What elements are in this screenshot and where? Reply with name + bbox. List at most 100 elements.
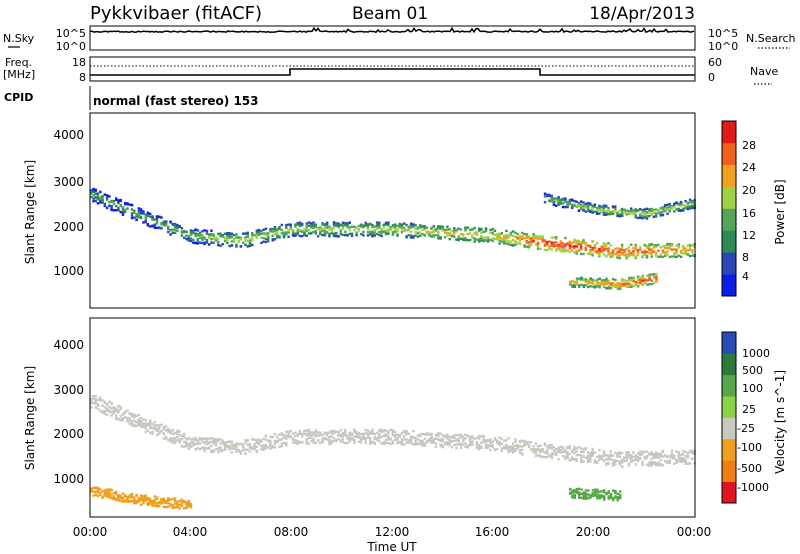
heatmap-cell [339, 429, 342, 432]
heatmap-cell [643, 456, 646, 459]
heatmap-cell [323, 229, 327, 233]
heatmap-cell [339, 439, 342, 442]
heatmap-cell [586, 459, 590, 462]
heatmap-cell [591, 211, 594, 214]
heatmap-cell [650, 464, 653, 467]
heatmap-cell [255, 229, 258, 232]
heatmap-cell [577, 248, 581, 251]
heatmap-cell [246, 439, 249, 442]
heatmap-cell [160, 497, 163, 501]
heatmap-cell [496, 442, 499, 445]
heatmap-cell [90, 489, 93, 492]
heatmap-cell [507, 240, 510, 243]
heatmap-cell [280, 232, 283, 235]
heatmap-cell [448, 435, 451, 438]
heatmap-cell [387, 221, 390, 224]
heatmap-cell [90, 487, 93, 490]
heatmap-cell [210, 229, 213, 232]
heatmap-cell [618, 452, 621, 455]
heatmap-cell [339, 224, 342, 227]
heatmap-cell [267, 446, 270, 449]
heatmap-cell [124, 203, 127, 206]
heatmap-cell [382, 434, 386, 437]
heatmap-cell [512, 445, 515, 448]
heatmap-cell [310, 439, 313, 443]
heatmap-cell [153, 223, 156, 227]
heatmap-cell [219, 438, 222, 441]
heatmap-cell [548, 245, 551, 249]
heatmap-cell [645, 463, 649, 466]
heatmap-cell [253, 444, 256, 447]
heatmap-cell [666, 461, 669, 465]
heatmap-cell [121, 206, 125, 209]
vel-ytick-4000: 4000 [53, 338, 84, 352]
heatmap-cell [571, 489, 574, 492]
heatmap-cell [344, 233, 347, 237]
heatmap-cell [484, 230, 488, 233]
heatmap-cell [666, 203, 669, 207]
heatmap-cell [151, 423, 154, 426]
heatmap-cell [321, 439, 324, 443]
heatmap-cell [194, 438, 197, 441]
heatmap-cell [580, 252, 583, 256]
heatmap-cell [691, 452, 694, 455]
heatmap-cell [634, 243, 637, 247]
heatmap-cell [462, 437, 465, 441]
heatmap-cell [289, 223, 292, 226]
heatmap-cell [117, 405, 120, 408]
heatmap-cell [285, 437, 288, 440]
heatmap-cell [223, 446, 227, 449]
heatmap-cell [575, 450, 578, 453]
heatmap-cell [484, 440, 488, 443]
heatmap-cell [285, 434, 288, 437]
heatmap-cell [167, 230, 170, 234]
heatmap-cell [214, 439, 218, 443]
heatmap-cell [468, 441, 472, 444]
heatmap-cell [464, 238, 467, 242]
heatmap-cell [516, 447, 519, 450]
heatmap-cell [603, 491, 606, 494]
heatmap-cell [518, 239, 522, 242]
heatmap-cell [355, 433, 358, 436]
heatmap-cell [607, 490, 610, 493]
heatmap-cell [539, 455, 542, 458]
heatmap-cell [155, 216, 159, 220]
heatmap-cell [632, 451, 635, 454]
heatmap-cell [414, 231, 417, 234]
heatmap-cell [568, 243, 572, 246]
heatmap-cell [536, 241, 540, 245]
heatmap-cell [462, 237, 465, 241]
heatmap-cell [151, 218, 154, 221]
heatmap-cell [673, 462, 676, 465]
heatmap-cell [616, 496, 619, 499]
heatmap-cell [630, 279, 633, 282]
heatmap-cell [500, 442, 503, 446]
heatmap-cell [180, 234, 184, 237]
heatmap-cell [500, 237, 503, 240]
heatmap-cell [319, 232, 322, 236]
heatmap-cell [110, 493, 113, 496]
heatmap-cell [446, 443, 449, 446]
heatmap-cell [198, 438, 202, 441]
heatmap-cell [287, 433, 290, 437]
heatmap-cell [128, 411, 131, 415]
heatmap-cell [246, 245, 249, 248]
heatmap-cell [641, 208, 644, 212]
heatmap-cell [507, 234, 510, 237]
heatmap-cell [482, 230, 485, 234]
heatmap-cell [105, 194, 109, 197]
heatmap-cell [484, 442, 488, 446]
heatmap-cell [130, 412, 134, 416]
colorbar-swatch [722, 142, 736, 166]
heatmap-cell [598, 456, 601, 459]
heatmap-cell [566, 203, 569, 207]
heatmap-cell [314, 223, 317, 226]
heatmap-cell [94, 188, 97, 191]
heatmap-cell [285, 226, 288, 229]
heatmap-cell [389, 428, 392, 431]
heatmap-cell [598, 282, 601, 285]
heatmap-cell [251, 446, 254, 449]
heatmap-cell [578, 492, 581, 495]
heatmap-cell [625, 285, 629, 288]
heatmap-cell [509, 240, 513, 243]
